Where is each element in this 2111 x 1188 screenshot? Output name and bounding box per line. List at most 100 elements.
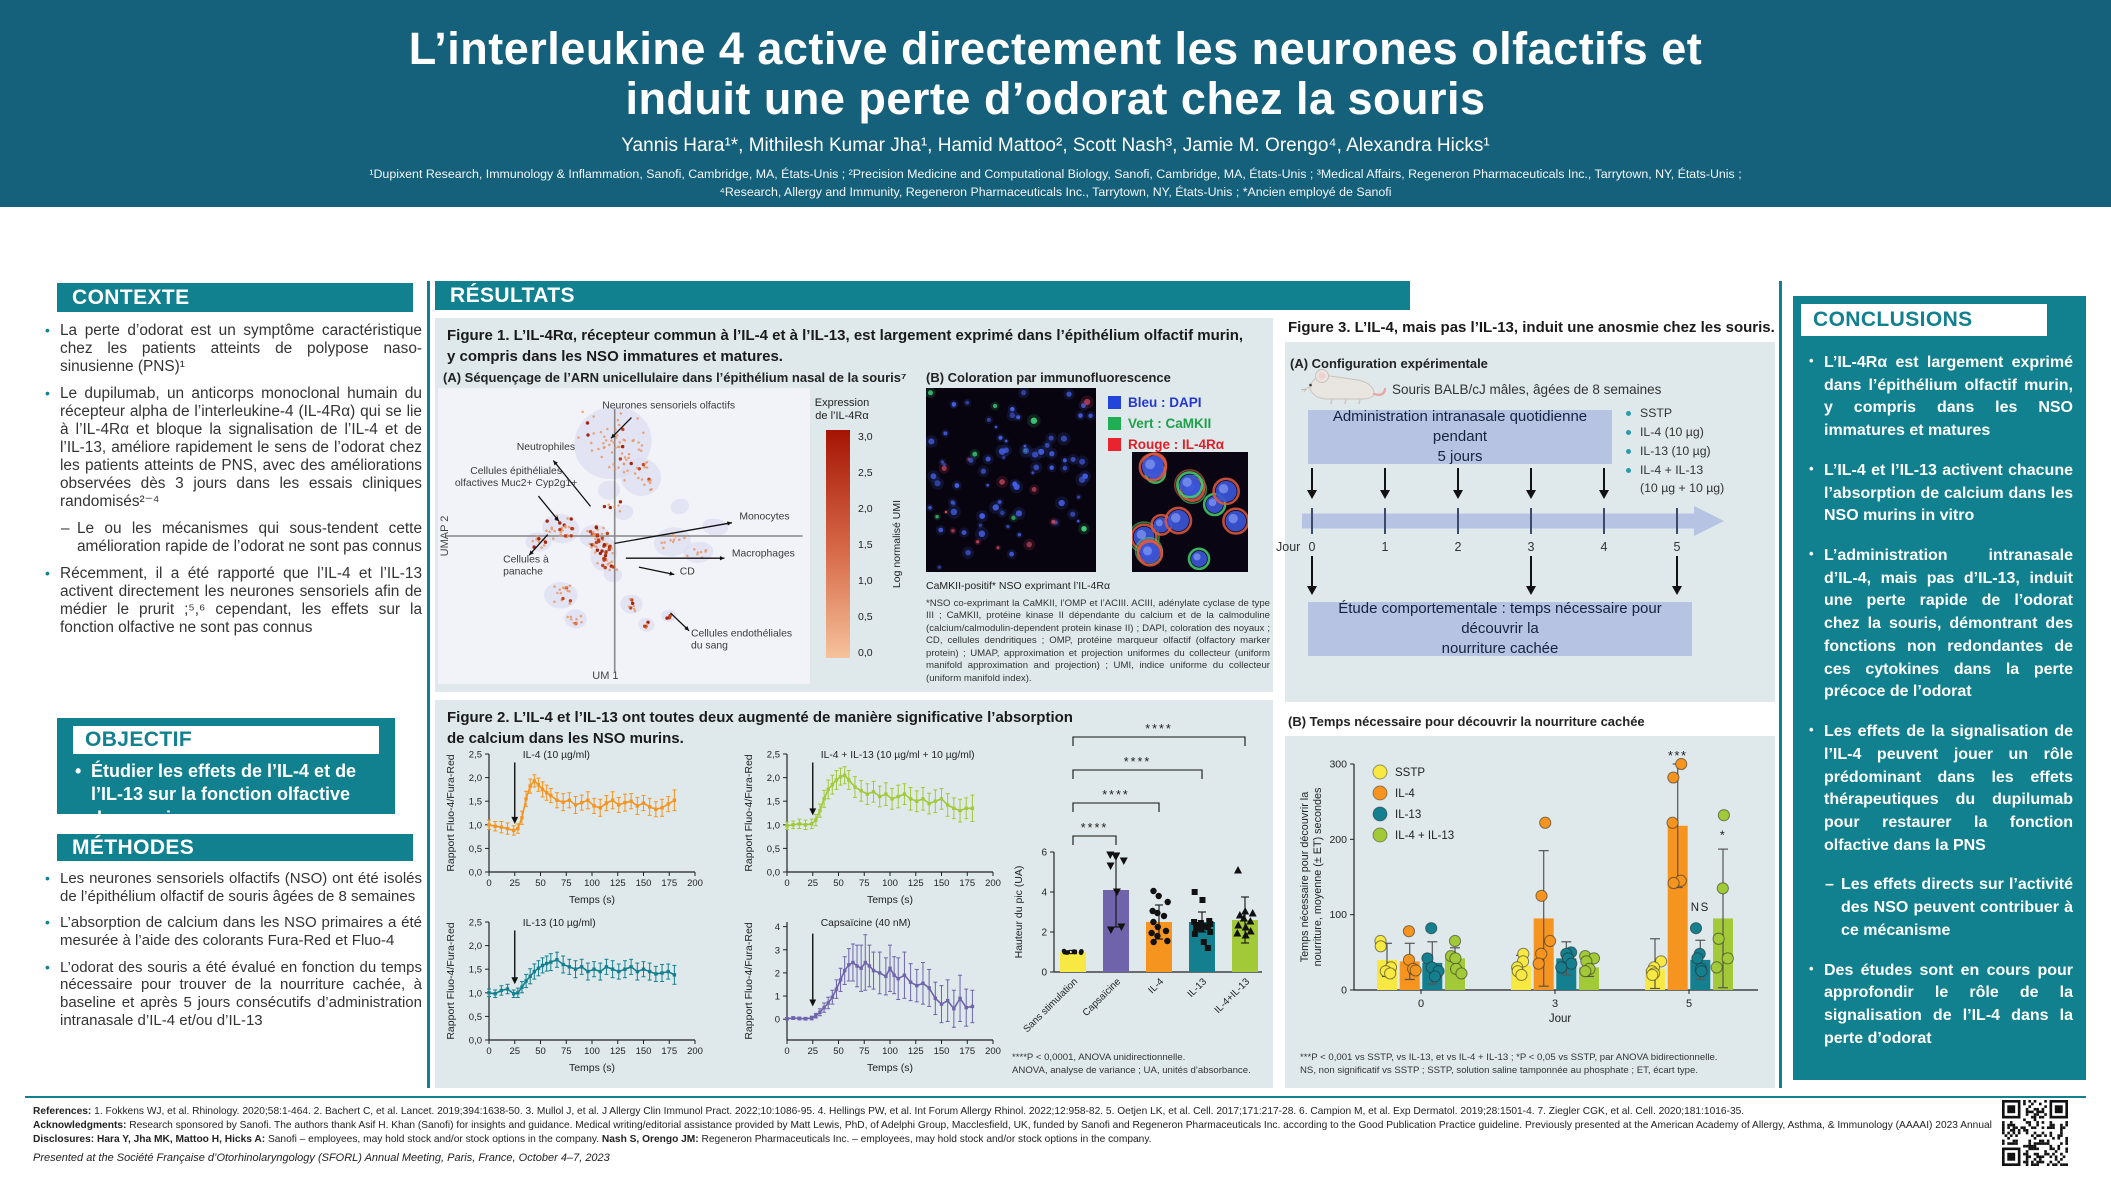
svg-text:0: 0 [784,1046,789,1057]
conclusions-title: CONCLUSIONS [1813,308,1973,331]
figure3-panelB [1285,736,1775,1088]
down-arrow-icon [1672,556,1682,595]
down-arrow-icon [1599,468,1609,499]
figure1-title-line1: Figure 1. L’IL-4Rα, récepteur commun à l… [447,327,1244,344]
figure3-title: Figure 3. L’IL-4, mais pas l’IL-13, indu… [1288,319,1775,336]
svg-text:100: 100 [584,1046,600,1057]
svg-text:***: *** [1668,748,1688,763]
svg-text:125: 125 [610,878,626,889]
bullet-icon: • [1809,960,1814,976]
svg-text:0: 0 [486,1046,491,1057]
svg-text:2,0: 2,0 [858,503,873,515]
treatment-il13: IL-13 (10 µg) [1626,444,1771,458]
svg-text:0,0: 0,0 [767,868,780,879]
svg-text:IL-13: IL-13 [1186,976,1210,1000]
svg-text:125: 125 [908,1046,924,1057]
svg-text:IL-4+IL-13: IL-4+IL-13 [1213,976,1253,1016]
contexte-subbullet: – Le ou les mécanismes qui sous-tendent c… [61,520,422,556]
svg-text:125: 125 [908,878,924,889]
svg-text:125: 125 [610,1046,626,1057]
svg-text:NS: NS [1691,902,1710,914]
svg-text:IL-13: IL-13 [1395,809,1421,821]
svg-text:100: 100 [584,878,600,889]
svg-text:5: 5 [1686,998,1692,1010]
footer-references: References: 1. Fokkens WJ, et al. Rhinol… [33,1106,1745,1117]
fig2-footnote-line2: ANOVA, analyse de variance ; UA, unités … [1012,1065,1251,1076]
svg-text:Cellules épithéliales: Cellules épithéliales [470,466,562,477]
figure2-title-line2: de calcium dans les NSO murins. [447,730,684,747]
fig3-footnote-line1: ***P < 0,001 vs SSTP, vs IL-13, et vs IL… [1300,1052,1718,1063]
bullet-icon: • [45,322,50,338]
svg-text:0,0: 0,0 [858,647,873,659]
conclusion-subbullet: – Les effets directs sur l’activité des N… [1825,874,2073,942]
svg-text:3,0: 3,0 [858,431,873,443]
blue-swatch-icon [1108,396,1121,409]
svg-text:4: 4 [1041,888,1047,899]
svg-text:Capsaïcine (40 nM): Capsaïcine (40 nM) [821,918,911,929]
svg-text:****: **** [1081,821,1108,835]
figure3-panelB-label: (B) Temps nécessaire pour découvrir la n… [1288,714,1645,729]
conclusion-bullet-4: • Les effets de la signalisation de l’IL-… [1809,721,2073,857]
svg-text:75: 75 [561,1046,572,1057]
svg-text:2: 2 [775,968,780,979]
contexte-title: CONTEXTE [72,285,190,309]
green-swatch-icon [1108,417,1121,430]
il4-il13-calcium-line-chart: 0 25 50 75 100 125 150 175 200 0,0 0,5 1,0 1,5 2,0 2,5… [743,750,1001,907]
svg-text:de l’IL-4Rα: de l’IL-4Rα [815,410,869,422]
objectif-text: • Étudier les effets de l’IL-4 et de l’IL… [75,760,381,830]
il4-calcium-line-chart: 0 25 50 75 100 125 150 175 200 0,0 0,5 1,0 1,5 2,0 2,5… [445,750,703,907]
capsaicine-calcium-line-chart: 0 25 50 75 100 125 150 175 200 0 1 2 3 4 Temps (s) Rapp… [743,918,1001,1074]
svg-text:0,5: 0,5 [858,611,873,623]
section-methodes-header: MÉTHODES [57,834,413,861]
bullet-icon: • [1809,353,1814,368]
conclusion-bullet-3: • L’administration intranasale d’IL-4, ma… [1809,545,2073,704]
svg-text:Rapport Fluo-4/Fura-Red: Rapport Fluo-4/Fura-Red [445,754,457,871]
svg-text:50: 50 [535,878,546,889]
day-tick-3: 3 [1527,540,1535,554]
contexte-bullet-1: • La perte d’odorat est un symptôme carac… [45,322,422,376]
svg-text:150: 150 [934,878,950,889]
fig1-image-caption: CaMKII-positif* NSO exprimant l’IL-4Rα [926,580,1111,592]
svg-text:1,0: 1,0 [858,575,873,587]
svg-text:100: 100 [882,1046,898,1057]
il13-calcium-line-chart: 0 25 50 75 100 125 150 175 200 0,0 0,5 1,0 1,5 2,0 2,5… [445,918,703,1075]
svg-text:200: 200 [687,1046,703,1057]
svg-text:SSTP: SSTP [1395,767,1425,779]
bullet-icon [1626,468,1631,473]
svg-text:0,5: 0,5 [767,844,780,855]
bullet-icon: • [45,914,50,931]
objectif-title: OBJECTIF [85,728,193,751]
red-swatch-icon [1108,438,1121,451]
svg-text:50: 50 [833,1046,844,1057]
svg-text:100: 100 [1329,909,1347,921]
affiliation-line2: ⁴Research, Allergy and Immunity, Regener… [719,185,1392,200]
dash-icon: – [1825,876,1834,894]
behavior-study-box: Étude comportementale : temps nécessaire… [1308,600,1692,657]
svg-text:Jour: Jour [1549,1013,1572,1025]
svg-text:2,5: 2,5 [469,750,482,761]
divider-left [427,281,430,1088]
svg-text:Temps (s): Temps (s) [867,1062,913,1074]
svg-text:25: 25 [509,1046,520,1057]
svg-text:3: 3 [775,945,780,956]
methodes-bullet-1: • Les neurones sensoriels olfactifs (NSO)… [45,870,422,905]
bullet-icon [1626,430,1631,435]
methodes-body: • Les neurones sensoriels olfactifs (NSO)… [45,870,422,1039]
svg-text:Cellules endothéliales: Cellules endothéliales [691,629,792,640]
figure2-panel [435,700,1273,1088]
poster-title-line1: L’interleukine 4 active directement les … [408,23,1703,74]
svg-text:0,5: 0,5 [469,1012,482,1023]
svg-text:*: * [1720,827,1727,842]
footer-divider [25,1096,2086,1098]
day-tick-5: 5 [1673,540,1681,554]
svg-text:UMAP 2: UMAP 2 [439,516,451,557]
bullet-icon: • [45,958,50,975]
svg-text:1,5: 1,5 [469,797,482,808]
down-arrow-icon [1453,468,1463,499]
svg-text:25: 25 [807,1046,818,1057]
svg-text:175: 175 [661,878,677,889]
svg-text:du sang: du sang [691,641,728,652]
fig2-footnote-line1: ****P < 0,0001, ANOVA unidirectionnelle. [1012,1052,1186,1063]
methodes-bullet-3: • L’odorat des souris a été évalué en fon… [45,958,422,1029]
